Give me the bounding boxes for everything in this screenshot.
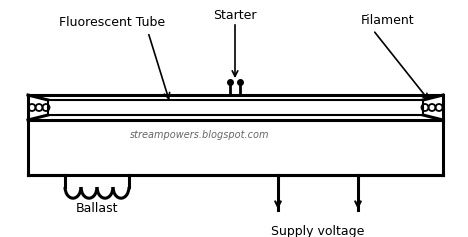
- Text: Fluorescent Tube: Fluorescent Tube: [59, 15, 165, 28]
- Polygon shape: [48, 100, 423, 115]
- Text: Ballast: Ballast: [76, 202, 118, 215]
- Text: Supply voltage: Supply voltage: [271, 225, 365, 237]
- Text: streampowers.blogspot.com: streampowers.blogspot.com: [130, 130, 270, 140]
- Text: Starter: Starter: [213, 9, 257, 22]
- Text: Filament: Filament: [361, 14, 415, 27]
